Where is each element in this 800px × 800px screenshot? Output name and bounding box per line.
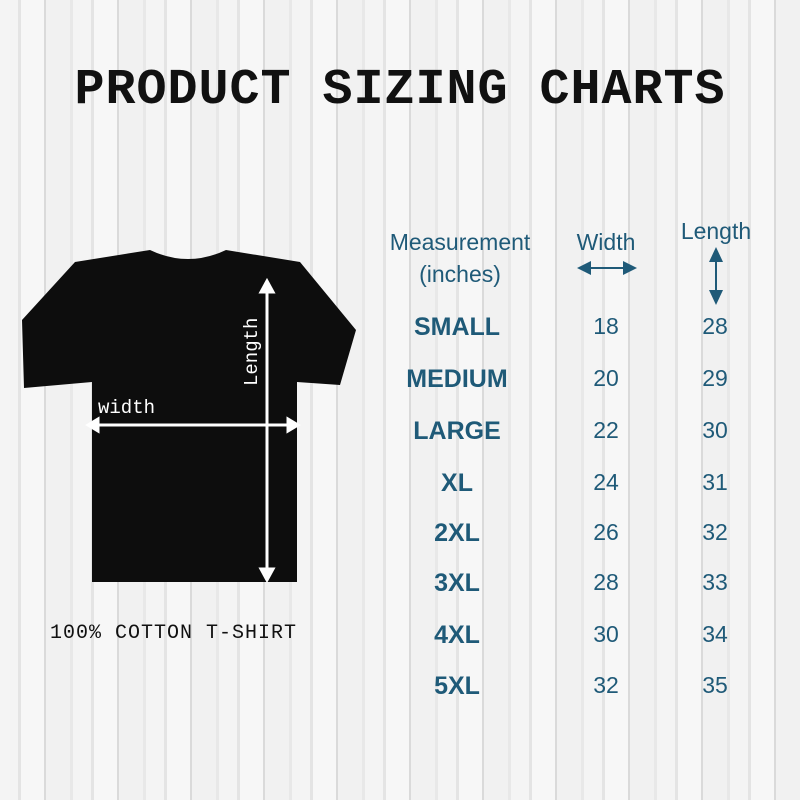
length-cell: 35 [702, 672, 728, 698]
width-cell: 20 [593, 365, 619, 391]
width-cell: 26 [593, 519, 619, 545]
size-cell: 2XL [434, 519, 480, 547]
tshirt-image: width Length [22, 250, 356, 584]
header-measurement-label: Measurement [389, 229, 531, 255]
width-cell: 22 [593, 417, 619, 443]
size-cell: 3XL [434, 569, 480, 597]
length-cell: 28 [702, 313, 728, 339]
length-cell: 34 [702, 621, 728, 647]
width-label: width [98, 397, 155, 419]
size-cell: MEDIUM [406, 365, 508, 393]
length-cell: 31 [702, 469, 728, 495]
width-cell: 18 [593, 313, 619, 339]
length-arrow [258, 277, 276, 584]
header-unit-label: (inches) [419, 261, 501, 287]
header-width: Width [556, 226, 656, 258]
header-measurement: Measurement (inches) [375, 226, 545, 290]
tshirt-shape [22, 250, 356, 582]
width-cell: 30 [593, 621, 619, 647]
length-cell: 30 [702, 417, 728, 443]
size-cell: XL [441, 469, 473, 497]
header-length-label: Length [680, 218, 752, 244]
width-cell: 32 [593, 672, 619, 698]
header-length: Length [666, 215, 766, 247]
length-cell: 32 [702, 519, 728, 545]
header-width-label: Width [576, 229, 636, 255]
width-arrow-icon [577, 261, 637, 275]
size-cell: 5XL [434, 672, 480, 700]
width-cell: 24 [593, 469, 619, 495]
length-arrow-icon [709, 247, 723, 305]
length-cell: 29 [702, 365, 728, 391]
size-cell: LARGE [413, 417, 501, 445]
size-cell: 4XL [434, 621, 480, 649]
width-arrow [85, 416, 301, 434]
length-cell: 33 [702, 569, 728, 595]
size-cell: SMALL [413, 313, 501, 341]
length-label: Length [241, 318, 263, 386]
page-title: PRODUCT SIZING CHARTS [74, 62, 726, 119]
width-cell: 28 [593, 569, 619, 595]
product-caption: 100% COTTON T-SHIRT [50, 622, 298, 645]
